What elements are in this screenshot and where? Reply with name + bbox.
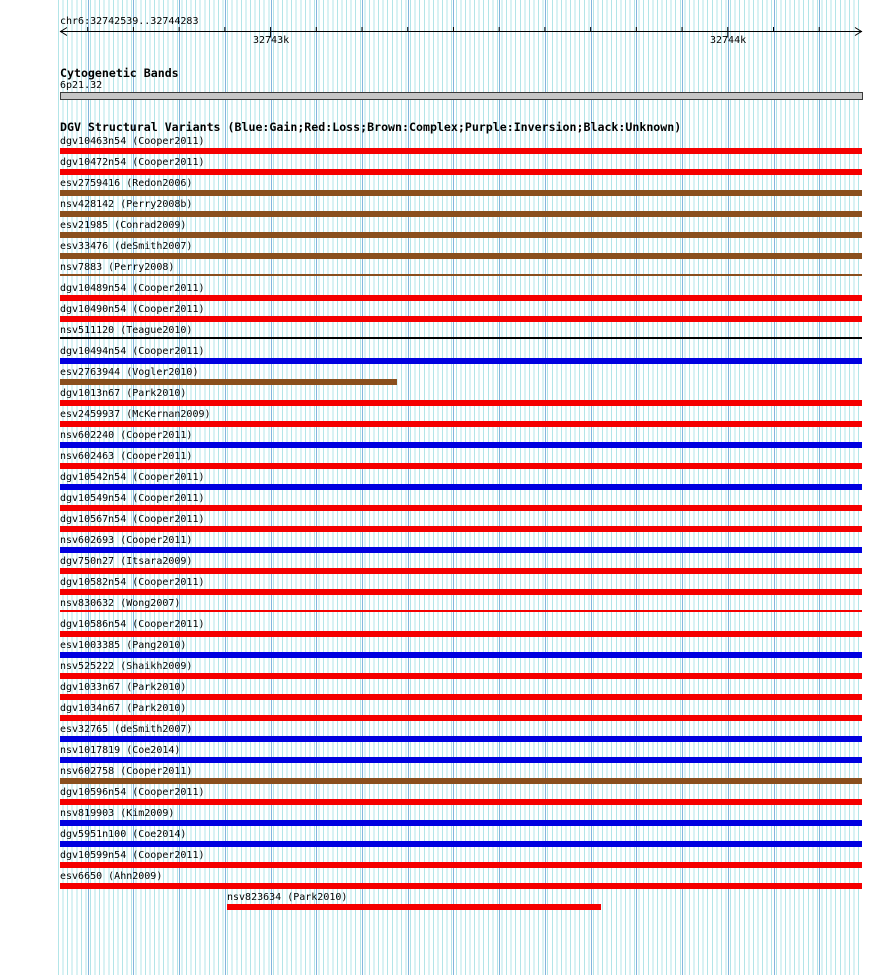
region-coordinates: chr6:32742539..32744283: [60, 16, 199, 27]
variant-label[interactable]: nsv525222 (Shaikh2009): [60, 661, 193, 672]
variant-label[interactable]: nsv819903 (Kim2009): [60, 808, 175, 819]
variant-bar[interactable]: [60, 673, 862, 679]
variant-label[interactable]: nsv602463 (Cooper2011): [60, 451, 193, 462]
variant-bar[interactable]: [60, 505, 862, 511]
variant-label[interactable]: dgv5951n100 (Coe2014): [60, 829, 187, 840]
variant-bar[interactable]: [60, 547, 862, 553]
variant-bar[interactable]: [60, 169, 862, 175]
variant-bar[interactable]: [60, 148, 862, 154]
variant-label[interactable]: nsv823634 (Park2010): [227, 892, 348, 903]
variant-label[interactable]: dgv10490n54 (Cooper2011): [60, 304, 205, 315]
variant-bar[interactable]: [60, 400, 862, 406]
variant-bar[interactable]: [60, 337, 862, 339]
variant-label[interactable]: dgv10599n54 (Cooper2011): [60, 850, 205, 861]
variant-bar[interactable]: [60, 316, 862, 322]
variant-bar[interactable]: [60, 736, 862, 742]
variant-bar[interactable]: [60, 568, 862, 574]
variant-bar[interactable]: [60, 379, 397, 385]
variant-bar[interactable]: [60, 232, 862, 238]
variant-bar[interactable]: [60, 484, 862, 490]
dgv-track-title: DGV Structural Variants (Blue:Gain;Red:L…: [60, 120, 682, 134]
ruler-tick-label: 32744k: [710, 35, 747, 46]
variant-label[interactable]: dgv10586n54 (Cooper2011): [60, 619, 205, 630]
variant-bar[interactable]: [60, 841, 862, 847]
variant-bar[interactable]: [60, 778, 862, 784]
cytogenetic-band-bar[interactable]: [60, 92, 863, 100]
variant-bar[interactable]: [60, 652, 862, 658]
variant-bar[interactable]: [60, 715, 862, 721]
variant-label[interactable]: esv2459937 (McKernan2009): [60, 409, 211, 420]
variant-label[interactable]: dgv750n27 (Itsara2009): [60, 556, 193, 567]
variant-bar[interactable]: [60, 442, 862, 448]
variant-bar[interactable]: [60, 295, 862, 301]
variant-bar[interactable]: [60, 589, 862, 595]
variant-label[interactable]: esv6650 (Ahn2009): [60, 871, 163, 882]
variant-bar[interactable]: [60, 211, 862, 217]
variant-label[interactable]: dgv10463n54 (Cooper2011): [60, 136, 205, 147]
variant-label[interactable]: nsv428142 (Perry2008b): [60, 199, 193, 210]
variant-bar[interactable]: [60, 421, 862, 427]
variant-label[interactable]: dgv1034n67 (Park2010): [60, 703, 187, 714]
variant-label[interactable]: nsv602693 (Cooper2011): [60, 535, 193, 546]
variant-label[interactable]: esv21985 (Conrad2009): [60, 220, 187, 231]
variant-label[interactable]: dgv10494n54 (Cooper2011): [60, 346, 205, 357]
variant-bar[interactable]: [60, 694, 862, 700]
variant-bar[interactable]: [60, 526, 862, 532]
variant-bar[interactable]: [60, 757, 862, 763]
variant-bar[interactable]: [60, 883, 862, 889]
variant-label[interactable]: dgv10582n54 (Cooper2011): [60, 577, 205, 588]
variant-label[interactable]: dgv10567n54 (Cooper2011): [60, 514, 205, 525]
variant-label[interactable]: nsv830632 (Wong2007): [60, 598, 181, 609]
variant-label[interactable]: nsv7883 (Perry2008): [60, 262, 175, 273]
variant-label[interactable]: dgv10472n54 (Cooper2011): [60, 157, 205, 168]
variant-label[interactable]: esv32765 (deSmith2007): [60, 724, 193, 735]
variant-bar[interactable]: [60, 631, 862, 637]
variant-label[interactable]: dgv10542n54 (Cooper2011): [60, 472, 205, 483]
variant-label[interactable]: nsv511120 (Teague2010): [60, 325, 193, 336]
cytoband-name: 6p21.32: [60, 80, 103, 91]
variant-label[interactable]: dgv1033n67 (Park2010): [60, 682, 187, 693]
variant-label[interactable]: dgv10549n54 (Cooper2011): [60, 493, 205, 504]
variant-label[interactable]: esv33476 (deSmith2007): [60, 241, 193, 252]
variant-label[interactable]: dgv10489n54 (Cooper2011): [60, 283, 205, 294]
variant-label[interactable]: nsv602240 (Cooper2011): [60, 430, 193, 441]
variant-label[interactable]: dgv1013n67 (Park2010): [60, 388, 187, 399]
variant-bar[interactable]: [60, 610, 862, 612]
variant-label[interactable]: esv2763944 (Vogler2010): [60, 367, 199, 378]
variant-bar[interactable]: [60, 274, 862, 276]
variant-bar[interactable]: [227, 904, 601, 910]
variant-label[interactable]: esv2759416 (Redon2006): [60, 178, 193, 189]
ruler-tick-label: 32743k: [253, 35, 290, 46]
variant-bar[interactable]: [60, 190, 862, 196]
variant-bar[interactable]: [60, 358, 862, 364]
variant-bar[interactable]: [60, 862, 862, 868]
variant-label[interactable]: dgv10596n54 (Cooper2011): [60, 787, 205, 798]
variant-label[interactable]: nsv1017819 (Coe2014): [60, 745, 181, 756]
variant-bar[interactable]: [60, 820, 862, 826]
variant-bar[interactable]: [60, 463, 862, 469]
variant-bar[interactable]: [60, 253, 862, 259]
variant-label[interactable]: nsv602758 (Cooper2011): [60, 766, 193, 777]
variant-bar[interactable]: [60, 799, 862, 805]
variant-label[interactable]: esv1003385 (Pang2010): [60, 640, 187, 651]
cytogenetic-bands-title: Cytogenetic Bands: [60, 66, 179, 80]
